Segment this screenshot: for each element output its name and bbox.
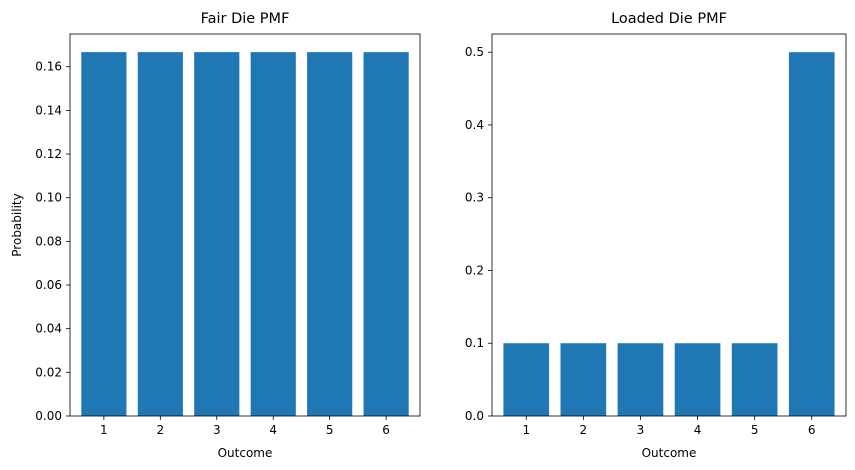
- y-tick-label: 0.04: [35, 322, 62, 336]
- x-tick-label: 6: [808, 423, 816, 437]
- x-tick-label: 5: [326, 423, 334, 437]
- y-tick-label: 0.3: [465, 191, 484, 205]
- y-tick-label: 0.2: [465, 263, 484, 277]
- y-tick-label: 0.00: [35, 409, 62, 423]
- plot-frame: [69, 33, 421, 417]
- y-tick-label: 0.4: [465, 118, 484, 132]
- x-tick-label: 2: [580, 423, 588, 437]
- y-tick-label: 0.14: [35, 103, 62, 117]
- bar-6: [788, 52, 835, 416]
- x-tick-label: 3: [213, 423, 221, 437]
- bar-3: [617, 343, 664, 416]
- bar-2: [560, 343, 607, 416]
- bar-4: [250, 52, 296, 417]
- bar-5: [307, 52, 353, 417]
- x-axis-label: Outcome: [642, 446, 697, 460]
- fair-die-chart: Fair Die PMF 1 2 3 4 5 6 0.00 0.02 0.04 0.06 0.08…: [10, 11, 421, 460]
- y-tick-label: 0.12: [35, 147, 62, 161]
- bar-4: [674, 343, 721, 416]
- x-tick-label: 6: [382, 423, 390, 437]
- y-tick-label: 0.08: [35, 234, 62, 248]
- y-tick-label: 0.0: [465, 409, 484, 423]
- bar-1: [81, 52, 127, 417]
- bar-2: [137, 52, 183, 417]
- bars-group: [503, 52, 835, 416]
- y-tick-label: 0.16: [35, 60, 62, 74]
- y-axis-label: Probability: [10, 193, 24, 256]
- chart-title: Loaded Die PMF: [611, 11, 727, 27]
- x-tick-label: 3: [637, 423, 645, 437]
- x-tick-label: 1: [522, 423, 530, 437]
- plot-frame: [491, 33, 847, 417]
- x-tick-label: 2: [157, 423, 165, 437]
- loaded-die-chart: Loaded Die PMF 1 2 3 4 5 6 0.0 0.1 0.2 0.3 0.4 0.5…: [465, 11, 847, 460]
- y-ticks: 0.0 0.1 0.2 0.3 0.4 0.5: [465, 45, 492, 423]
- bar-6: [363, 52, 409, 417]
- y-tick-label: 0.1: [465, 336, 484, 350]
- x-axis-label: Outcome: [218, 446, 273, 460]
- x-ticks: 1 2 3 4 5 6: [100, 416, 390, 437]
- x-ticks: 1 2 3 4 5 6: [522, 416, 816, 437]
- y-tick-label: 0.02: [35, 365, 62, 379]
- y-tick-label: 0.5: [465, 45, 484, 59]
- x-tick-label: 4: [269, 423, 277, 437]
- bar-3: [194, 52, 240, 417]
- chart-title: Fair Die PMF: [201, 11, 290, 27]
- bar-1: [503, 343, 550, 416]
- x-tick-label: 4: [694, 423, 702, 437]
- x-tick-label: 5: [751, 423, 759, 437]
- y-ticks: 0.00 0.02 0.04 0.06 0.08 0.10 0.12 0.14 0.16: [35, 60, 70, 423]
- bars-group: [81, 52, 409, 417]
- bar-5: [731, 343, 778, 416]
- y-tick-label: 0.10: [35, 191, 62, 205]
- y-tick-label: 0.06: [35, 278, 62, 292]
- x-tick-label: 1: [100, 423, 108, 437]
